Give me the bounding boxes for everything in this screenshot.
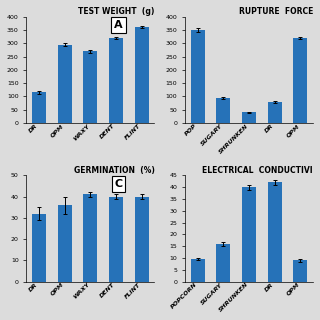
Bar — [32, 214, 46, 282]
Bar — [134, 27, 148, 123]
Bar — [293, 260, 307, 282]
Text: C: C — [115, 179, 123, 189]
Bar — [268, 102, 282, 123]
Bar — [268, 182, 282, 282]
Bar — [83, 51, 97, 123]
Bar — [191, 30, 205, 123]
Bar — [216, 244, 230, 282]
Text: TEST WEIGHT  (g): TEST WEIGHT (g) — [78, 7, 155, 16]
Bar — [191, 259, 205, 282]
Bar — [216, 98, 230, 123]
Bar — [58, 44, 72, 123]
Bar — [293, 38, 307, 123]
Bar — [32, 92, 46, 123]
Bar — [134, 196, 148, 282]
Bar — [109, 196, 123, 282]
Text: ELECTRICAL  CONDUCTIVI: ELECTRICAL CONDUCTIVI — [203, 165, 313, 174]
Bar — [242, 187, 256, 282]
Bar — [109, 38, 123, 123]
Bar — [58, 205, 72, 282]
Bar — [242, 112, 256, 123]
Text: GERMINATION  (%): GERMINATION (%) — [74, 165, 155, 174]
Bar — [83, 195, 97, 282]
Text: RUPTURE  FORCE: RUPTURE FORCE — [239, 7, 313, 16]
Text: A: A — [114, 20, 123, 30]
